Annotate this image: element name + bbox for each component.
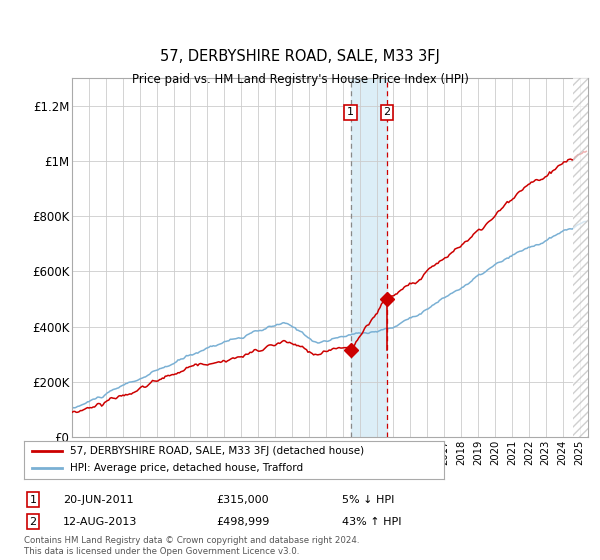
- Text: 57, DERBYSHIRE ROAD, SALE, M33 3FJ (detached house): 57, DERBYSHIRE ROAD, SALE, M33 3FJ (deta…: [70, 446, 364, 456]
- Text: 2: 2: [383, 108, 391, 118]
- Text: 57, DERBYSHIRE ROAD, SALE, M33 3FJ: 57, DERBYSHIRE ROAD, SALE, M33 3FJ: [160, 49, 440, 64]
- Text: 1: 1: [29, 494, 37, 505]
- Text: 20-JUN-2011: 20-JUN-2011: [63, 494, 134, 505]
- Text: 5% ↓ HPI: 5% ↓ HPI: [342, 494, 394, 505]
- Text: 2: 2: [29, 517, 37, 527]
- Text: 1: 1: [347, 108, 354, 118]
- Text: £498,999: £498,999: [216, 517, 269, 527]
- Text: £315,000: £315,000: [216, 494, 269, 505]
- Text: Contains HM Land Registry data © Crown copyright and database right 2024.
This d: Contains HM Land Registry data © Crown c…: [24, 536, 359, 556]
- Bar: [350, 78, 387, 437]
- Text: Price paid vs. HM Land Registry's House Price Index (HPI): Price paid vs. HM Land Registry's House …: [131, 73, 469, 86]
- Bar: [573, 78, 590, 437]
- Text: 12-AUG-2013: 12-AUG-2013: [63, 517, 137, 527]
- Text: HPI: Average price, detached house, Trafford: HPI: Average price, detached house, Traf…: [70, 463, 304, 473]
- Text: 43% ↑ HPI: 43% ↑ HPI: [342, 517, 401, 527]
